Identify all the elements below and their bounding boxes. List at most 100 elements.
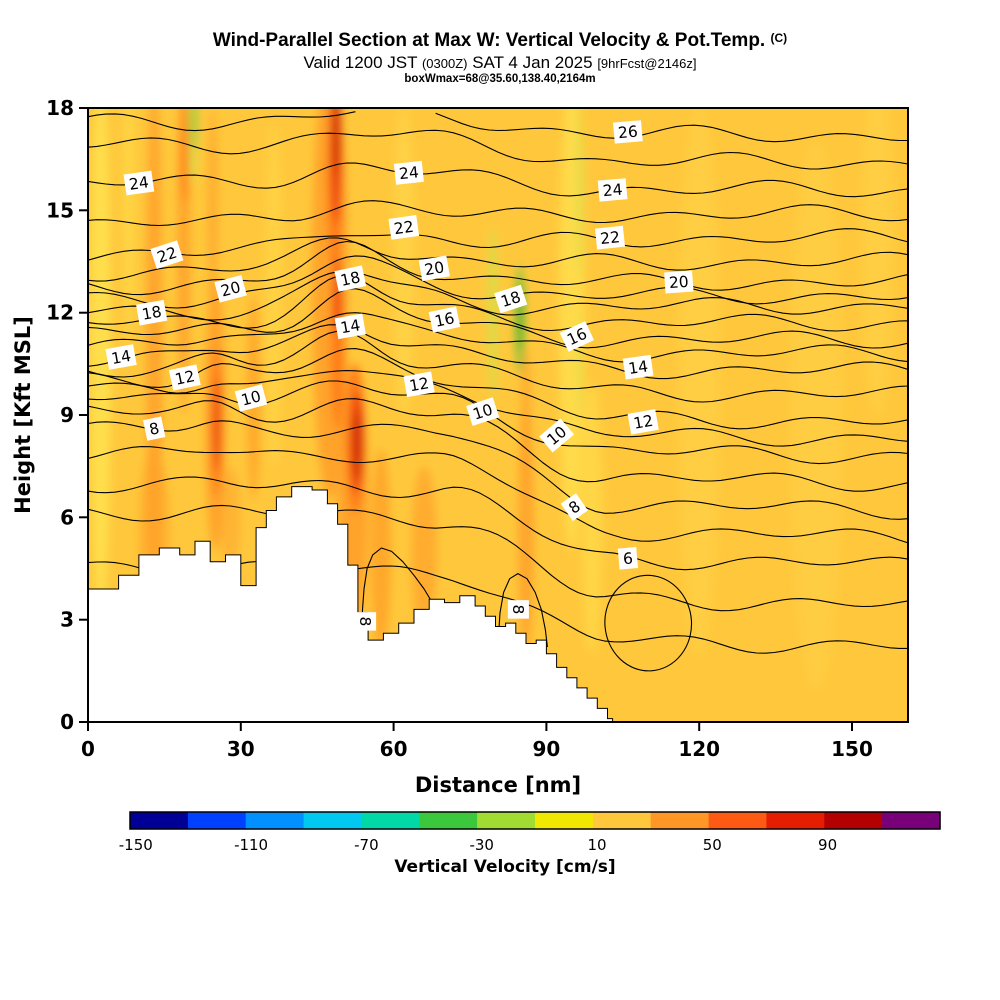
colorbar-segment (187, 812, 247, 829)
svg-text:10: 10 (471, 400, 495, 423)
colorbar-segment (535, 812, 594, 829)
chart-title-units: (C) (770, 31, 788, 45)
svg-text:8: 8 (148, 419, 161, 439)
y-axis-title: Height [Kft MSL] (11, 316, 35, 514)
forecast-tag: [9hrFcst@2146z] (597, 56, 697, 71)
contour-label: 14 (622, 354, 654, 380)
velocity-anomaly-blob (265, 125, 282, 467)
contour-label: 24 (393, 160, 424, 185)
isentrope-line (88, 324, 908, 380)
isentrope-line (88, 129, 908, 170)
contour-label: 8 (355, 612, 377, 631)
velocity-anomaly-blob (862, 108, 893, 415)
y-tick-label: 0 (60, 710, 74, 734)
svg-text:24: 24 (398, 163, 420, 183)
isentrope-line (88, 200, 908, 227)
velocity-anomaly-blob (575, 108, 584, 279)
svg-text:8: 8 (509, 604, 527, 614)
contour-label: 24 (597, 178, 628, 202)
svg-text:14: 14 (339, 316, 362, 337)
colorbar-segment (650, 812, 710, 829)
isentrope-line (88, 312, 908, 363)
colorbar-tick-label: 50 (703, 836, 722, 854)
contour-label: 22 (150, 240, 184, 270)
colorbar-border (129, 811, 941, 830)
svg-text:16: 16 (433, 309, 456, 331)
colorbar-segment (361, 812, 420, 829)
isentrope-line (88, 446, 908, 544)
colorbar-segment (477, 812, 536, 829)
svg-text:22: 22 (393, 218, 415, 239)
valley-isentrope-line (361, 547, 438, 634)
svg-text:12: 12 (632, 412, 655, 433)
colorbar-tick-label: 90 (818, 836, 837, 854)
x-axis: 0 30 60 90 120 150 Distance [nm] (81, 722, 873, 797)
y-tick-label: 9 (60, 403, 74, 427)
colorbar-segment (708, 812, 768, 829)
contour-label: 26 (613, 120, 643, 144)
x-axis-title: Distance [nm] (415, 773, 581, 797)
isentrope-line (88, 370, 908, 447)
isentrope-line (88, 330, 908, 403)
velocity-anomaly-blob (220, 466, 241, 569)
isentrope-line (88, 420, 908, 520)
y-tick-label: 15 (46, 198, 74, 222)
contour-label: 14 (105, 344, 137, 370)
isentrope-line (88, 111, 908, 143)
contour-label: 12 (168, 364, 201, 391)
svg-text:18: 18 (499, 288, 523, 311)
velocity-anomaly-blob (191, 108, 197, 149)
x-tick-label: 60 (380, 737, 408, 761)
x-tick-label: 90 (532, 737, 560, 761)
svg-text:18: 18 (141, 303, 164, 324)
velocity-anomaly-blob (353, 411, 362, 480)
velocity-anomaly-blob (332, 108, 341, 177)
isentrope-lines (88, 111, 908, 672)
svg-text:14: 14 (110, 347, 133, 368)
velocity-anomaly-blob (520, 346, 532, 484)
contour-label: 18 (494, 284, 528, 314)
colorbar-segment (882, 812, 941, 829)
svg-text:8: 8 (356, 616, 374, 626)
contour-label: 20 (418, 255, 450, 282)
svg-text:18: 18 (339, 268, 362, 290)
colorbar-tick-label: -110 (234, 836, 268, 854)
contour-label: 16 (428, 306, 461, 333)
contour-label: 20 (214, 275, 247, 303)
colorbar-segment (303, 812, 363, 829)
velocity-anomaly-blob (122, 108, 135, 347)
velocity-anomaly-blob (207, 108, 218, 313)
valid-time: Valid 1200 JST (303, 53, 418, 72)
valley-isentrope-line (497, 573, 548, 648)
velocity-anomaly-blob (181, 108, 189, 204)
chart-title: Wind-Parallel Section at Max W: Vertical… (212, 30, 766, 51)
x-tick-label: 150 (831, 737, 873, 761)
valid-time-line: Valid 1200 JST (0300Z) SAT 4 Jan 2025 [9… (0, 53, 1000, 73)
velocity-anomaly-blob (411, 466, 437, 637)
contour-label: 22 (594, 225, 626, 250)
svg-text:22: 22 (155, 244, 179, 267)
velocity-anomaly-blob (370, 449, 392, 654)
contour-label: 6 (617, 547, 639, 570)
velocity-anomaly-blob (678, 108, 720, 654)
x-tick-label: 0 (81, 737, 95, 761)
colorbar-tick-label: -150 (119, 836, 153, 854)
chart-title-line: Wind-Parallel Section at Max W: Vertical… (0, 30, 1000, 52)
colorbar-title: Vertical Velocity [cm/s] (394, 857, 615, 877)
svg-text:14: 14 (627, 357, 649, 378)
isentrope-line (88, 398, 908, 492)
contour-label: 22 (388, 215, 420, 240)
contour-label: 12 (627, 409, 659, 435)
svg-text:22: 22 (599, 228, 621, 248)
contour-label: 20 (664, 270, 694, 294)
contour-label: 18 (136, 299, 168, 326)
svg-text:24: 24 (128, 173, 150, 194)
y-tick-label: 12 (46, 301, 74, 325)
colorbar-segment (419, 812, 478, 829)
contour-label: 24 (123, 170, 155, 196)
velocity-anomaly-blob (517, 415, 535, 654)
contour-label: 8 (142, 416, 166, 441)
isentrope-line (88, 240, 908, 296)
svg-text:20: 20 (423, 258, 446, 279)
contour-label: 8 (507, 600, 529, 619)
